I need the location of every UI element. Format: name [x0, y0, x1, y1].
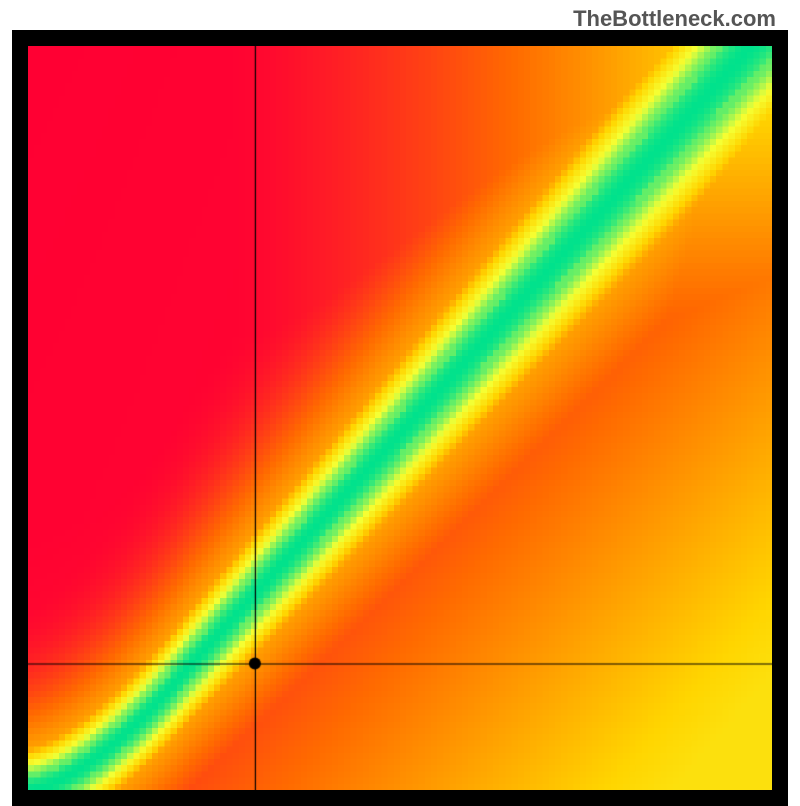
- watermark-text: TheBottleneck.com: [573, 6, 776, 32]
- heatmap-overlay: [28, 46, 772, 790]
- chart-stage: TheBottleneck.com: [0, 0, 800, 800]
